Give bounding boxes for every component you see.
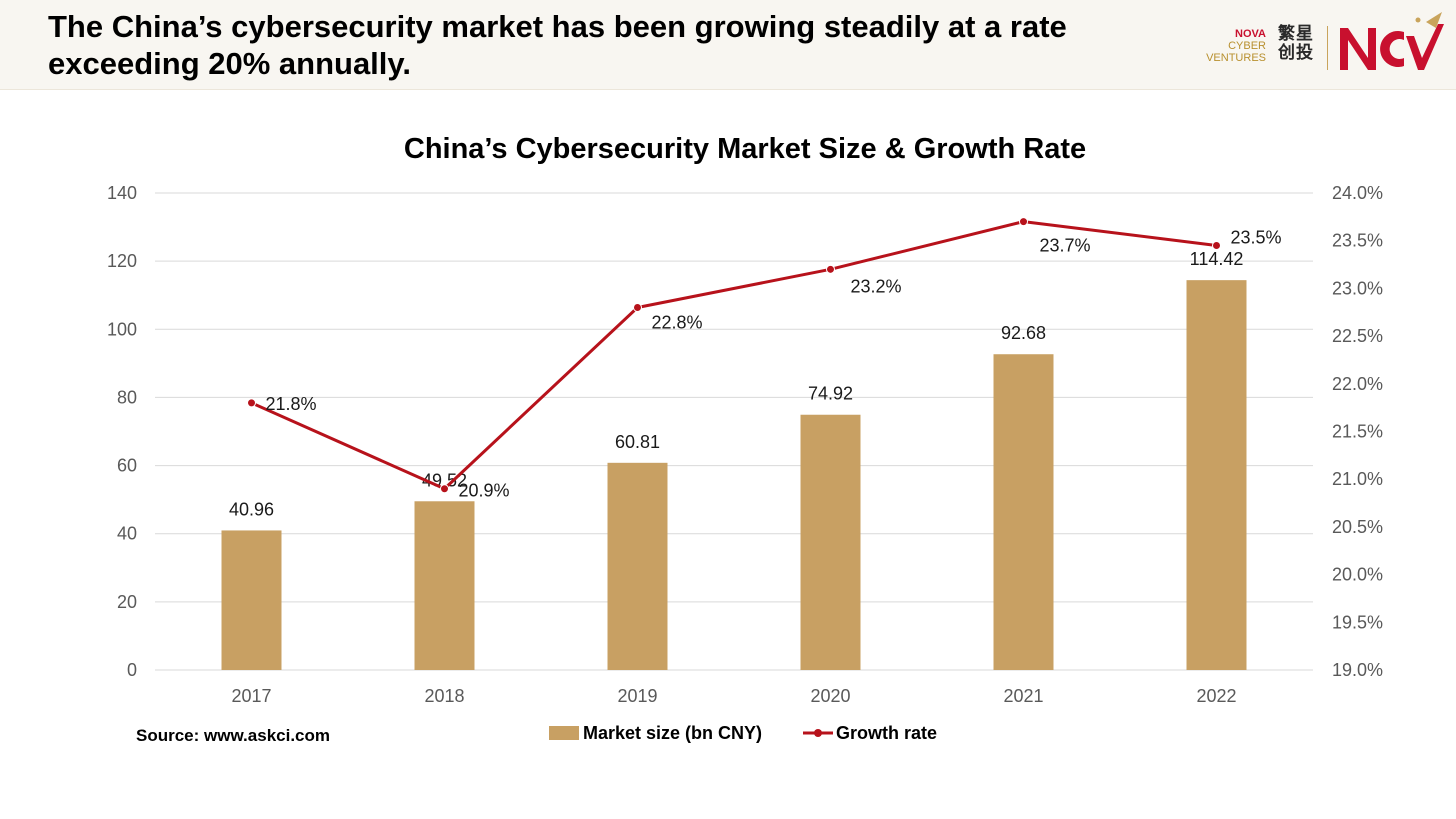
slide-header: The China’s cybersecurity market has bee… xyxy=(0,0,1456,90)
logo-cn-line1: 繁星 xyxy=(1278,24,1314,43)
x-tick-label: 2019 xyxy=(617,686,657,706)
bar-2021 xyxy=(993,354,1054,670)
x-axis-ticks: 2017 2018 2019 2020 2021 2022 xyxy=(231,686,1236,706)
right-tick-label: 22.5% xyxy=(1332,326,1383,346)
bar-2020 xyxy=(800,414,861,670)
bar-label-2022: 114.42 xyxy=(1190,249,1244,269)
market-size-growth-chart: China’s Cybersecurity Market Size & Grow… xyxy=(107,133,1383,743)
logo-wordmark-cn: 繁星 创投 xyxy=(1278,24,1314,62)
nova-cyber-ventures-logo: NOVA CYBER VENTURES 繁星 创投 xyxy=(1206,10,1450,74)
growth-point-2019 xyxy=(633,302,642,312)
headline: The China’s cybersecurity market has bee… xyxy=(48,9,1067,81)
right-axis-ticks: 19.0% 19.5% 20.0% 20.5% 21.0% 21.5% 22.0% 22.5%… xyxy=(1332,183,1383,680)
line-data-labels: 21.8% 20.9% 22.8% 23.2% 23.7% 23.5% xyxy=(266,227,1282,500)
logo-name-line2: CYBER xyxy=(1228,40,1266,52)
right-tick-label: 24.0% xyxy=(1332,183,1383,203)
bar-label-2021: 92.68 xyxy=(1001,323,1046,343)
growth-point-2021 xyxy=(1019,217,1028,227)
right-tick-label: 23.0% xyxy=(1332,278,1383,298)
logo-cn-line2: 创投 xyxy=(1278,43,1314,62)
right-tick-label: 19.5% xyxy=(1332,612,1383,632)
x-tick-label: 2022 xyxy=(1196,686,1236,706)
right-tick-label: 21.5% xyxy=(1332,422,1383,442)
x-tick-label: 2020 xyxy=(810,686,850,706)
right-tick-label: 19.0% xyxy=(1332,660,1383,680)
logo-separator xyxy=(1327,26,1328,70)
growth-point-2020 xyxy=(826,264,835,274)
x-tick-label: 2017 xyxy=(231,686,271,706)
logo-name-line3: VENTURES xyxy=(1206,52,1266,64)
left-tick-label: 60 xyxy=(117,456,137,476)
legend-swatch-growth-marker xyxy=(814,729,822,737)
growth-rate-line xyxy=(250,220,1217,491)
bar-2022 xyxy=(1186,280,1247,670)
left-tick-label: 20 xyxy=(117,592,137,612)
source-note: Source: www.askci.com xyxy=(136,726,330,745)
right-tick-label: 21.0% xyxy=(1332,469,1383,489)
logo-name-line1: NOVA xyxy=(1235,28,1266,40)
x-tick-label: 2018 xyxy=(424,686,464,706)
growth-point-2018 xyxy=(440,484,449,494)
ncv-monogram-icon xyxy=(1340,12,1444,70)
legend-label-growth-rate: Growth rate xyxy=(836,723,937,743)
left-tick-label: 140 xyxy=(107,183,137,203)
left-tick-label: 0 xyxy=(127,660,137,680)
bar-2019 xyxy=(607,462,668,670)
left-tick-label: 100 xyxy=(107,319,137,339)
growth-label-2018: 20.9% xyxy=(459,481,510,501)
left-tick-label: 120 xyxy=(107,251,137,271)
growth-label-2019: 22.8% xyxy=(652,312,703,332)
bar-label-2017: 40.96 xyxy=(229,499,274,519)
growth-label-2020: 23.2% xyxy=(851,276,902,296)
growth-point-2017 xyxy=(247,398,256,408)
growth-label-2017: 21.8% xyxy=(266,394,317,414)
gridlines xyxy=(155,192,1313,671)
logo-wordmark-en: NOVA CYBER VENTURES xyxy=(1206,28,1266,64)
left-tick-label: 40 xyxy=(117,524,137,544)
left-axis-ticks: 0 20 40 60 80 100 120 140 xyxy=(107,183,137,680)
legend-swatch-market-size xyxy=(549,726,579,740)
bar-2018 xyxy=(414,501,475,670)
legend: Market size (bn CNY) Growth rate xyxy=(549,723,937,743)
growth-line-series xyxy=(247,217,1221,494)
right-tick-label: 20.0% xyxy=(1332,565,1383,585)
growth-label-2021: 23.7% xyxy=(1040,236,1091,256)
bar-label-2020: 74.92 xyxy=(808,384,853,404)
growth-point-2022 xyxy=(1212,240,1221,250)
growth-label-2022: 23.5% xyxy=(1231,227,1282,247)
chart-title: China’s Cybersecurity Market Size & Grow… xyxy=(404,133,1086,165)
bar-series xyxy=(221,280,1247,670)
left-tick-label: 80 xyxy=(117,387,137,407)
right-tick-label: 22.0% xyxy=(1332,374,1383,394)
right-tick-label: 23.5% xyxy=(1332,231,1383,251)
x-tick-label: 2021 xyxy=(1003,686,1043,706)
bar-label-2019: 60.81 xyxy=(615,432,660,452)
right-tick-label: 20.5% xyxy=(1332,517,1383,537)
legend-label-market-size: Market size (bn CNY) xyxy=(583,723,762,743)
bar-2017 xyxy=(221,530,282,670)
